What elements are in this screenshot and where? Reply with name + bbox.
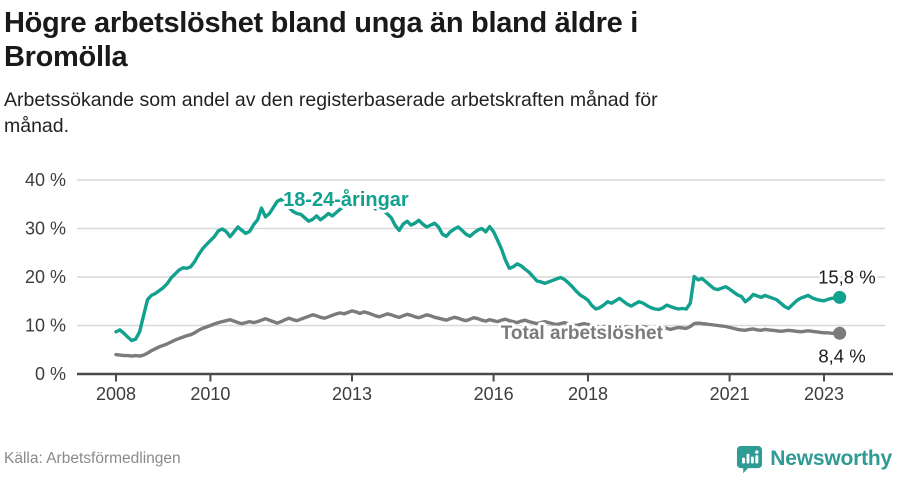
series-label-total: Total arbetslöshet	[501, 323, 664, 344]
x-axis-tick-label: 2023	[804, 384, 844, 404]
y-axis-tick-label: 40 %	[25, 170, 66, 190]
line-chart: 18-24-åringar Total arbetslöshet 15,8 % 8,4…	[0, 162, 900, 414]
y-axis-tick-label: 10 %	[25, 315, 66, 335]
x-axis-tick-label: 2021	[710, 384, 750, 404]
newsworthy-bubble-chart-icon	[737, 445, 763, 473]
x-axis-tick-label: 2018	[568, 384, 608, 404]
y-axis-tick-label: 0 %	[35, 364, 66, 384]
chart-subtitle: Arbetssökande som andel av den registerb…	[4, 89, 658, 138]
y-axis-tick-label: 20 %	[25, 267, 66, 287]
series-end-dot	[833, 290, 847, 304]
chart-card: Högre arbetslöshet bland unga än bland ä…	[0, 6, 900, 480]
chart-canvas: 18-24-åringar Total arbetslöshet 15,8 % 8,4…	[25, 170, 893, 404]
x-axis-tick-label: 2013	[332, 384, 372, 404]
source-note: Källa: Arbetsförmedlingen	[4, 450, 181, 467]
y-axis-tick-label: 30 %	[25, 218, 66, 238]
chart-footer: Källa: Arbetsförmedlingen Newsworthy	[4, 444, 892, 474]
series-end-value: 8,4 %	[818, 345, 865, 366]
newsworthy-wordmark: Newsworthy	[770, 447, 892, 470]
series-end-value: 15,8 %	[818, 266, 876, 287]
series-label-youth: 18-24-åringar	[283, 188, 409, 211]
x-axis-tick-label: 2008	[96, 384, 136, 404]
x-axis-tick-label: 2010	[190, 384, 230, 404]
series-line-youth	[114, 197, 842, 343]
newsworthy-logo: Newsworthy	[736, 445, 892, 474]
series-line-total	[114, 309, 842, 358]
series-end-dot	[833, 326, 847, 340]
chart-title: Högre arbetslöshet bland unga än bland ä…	[4, 7, 638, 74]
x-axis-tick-label: 2016	[474, 384, 514, 404]
